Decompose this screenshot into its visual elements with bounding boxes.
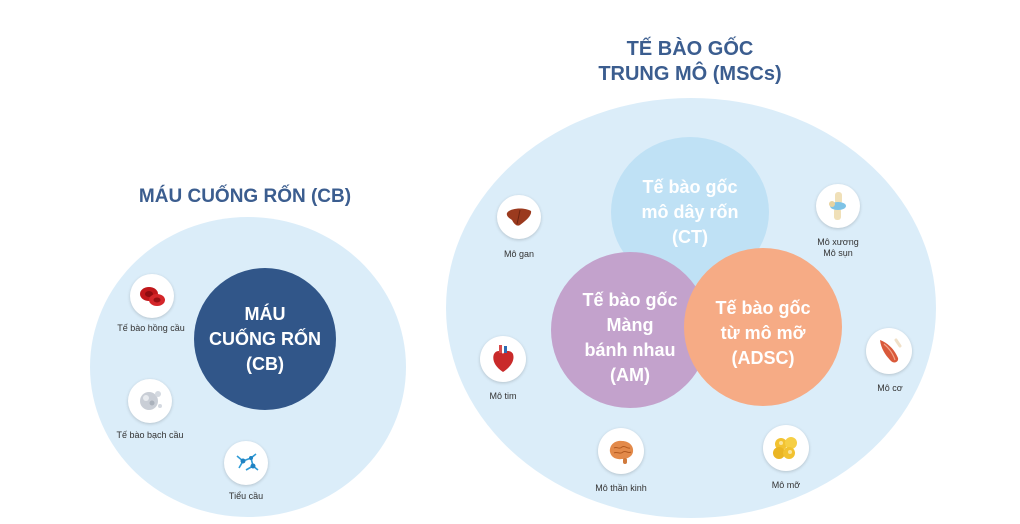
left-group-title: MÁU CUỐNG RỐN (CB) bbox=[138, 186, 352, 207]
liver-icon bbox=[497, 195, 541, 239]
am-line-1: Tế bào gốc bbox=[582, 290, 678, 310]
adsc-label: Tế bào gốc từ mô mỡ (ADSC) bbox=[684, 294, 842, 372]
adsc-line-1: Tế bào gốc bbox=[715, 297, 811, 318]
am-circle bbox=[551, 252, 709, 408]
nerve-caption: Mô thần kinh bbox=[595, 483, 647, 493]
am-label: Tế bào gốc Màng bánh nhau (AM) bbox=[551, 286, 709, 390]
brain-icon bbox=[598, 428, 644, 474]
red-blood-cell-caption: Tế bào hồng cầu bbox=[117, 323, 185, 333]
knee-joint-icon bbox=[816, 184, 860, 228]
fat-cells-icon bbox=[763, 425, 809, 471]
ct-label: Tế bào gốc mô dây rốn (CT) bbox=[611, 172, 769, 252]
cb-center-line-3: (CB) bbox=[246, 353, 284, 374]
cb-center-line-2: CUỐNG RỐN bbox=[209, 328, 321, 349]
am-line-2: Màng bbox=[606, 315, 654, 335]
heart-icon bbox=[480, 336, 526, 382]
right-title-line-1: TẾ BÀO GỐC bbox=[626, 38, 754, 60]
white-blood-cell-icon bbox=[128, 379, 172, 423]
red-blood-cell-icon bbox=[130, 274, 174, 318]
right-group-title: TẾ BÀO GỐC TRUNG MÔ (MSCs) bbox=[540, 37, 840, 87]
bone-caption-line-1: Mô xương bbox=[817, 237, 859, 247]
white-blood-cell-caption: Tế bào bạch cầu bbox=[116, 430, 184, 440]
bone-caption-line-2: Mô sụn bbox=[823, 248, 853, 258]
platelet-icon bbox=[224, 441, 268, 485]
cb-center-line-1: MÁU bbox=[244, 303, 286, 324]
right-title-line-2: TRUNG MÔ (MSCs) bbox=[598, 63, 782, 85]
muscle-icon bbox=[866, 328, 912, 374]
fat-caption: Mô mỡ bbox=[771, 480, 801, 490]
adsc-circle bbox=[684, 248, 842, 406]
ct-line-1: Tế bào gốc bbox=[642, 176, 738, 197]
bone-cartilage-caption: Mô xương Mô sụn bbox=[817, 237, 858, 259]
cb-center-label: MÁU CUỐNG RỐN (CB) bbox=[194, 268, 336, 410]
adsc-line-3: (ADSC) bbox=[731, 347, 795, 368]
adsc-line-2: từ mô mỡ bbox=[720, 322, 806, 343]
cb-center-circle bbox=[194, 268, 336, 410]
am-line-3: bánh nhau bbox=[584, 340, 676, 360]
ct-line-2: mô dây rốn bbox=[641, 201, 739, 222]
muscle-caption: Mô cơ bbox=[877, 383, 903, 393]
platelet-caption: Tiểu cầu bbox=[228, 491, 264, 501]
liver-caption: Mô gan bbox=[503, 249, 535, 259]
heart-caption: Mô tim bbox=[489, 391, 517, 401]
ct-line-3: (CT) bbox=[672, 226, 708, 247]
am-line-4: (AM) bbox=[610, 365, 650, 385]
